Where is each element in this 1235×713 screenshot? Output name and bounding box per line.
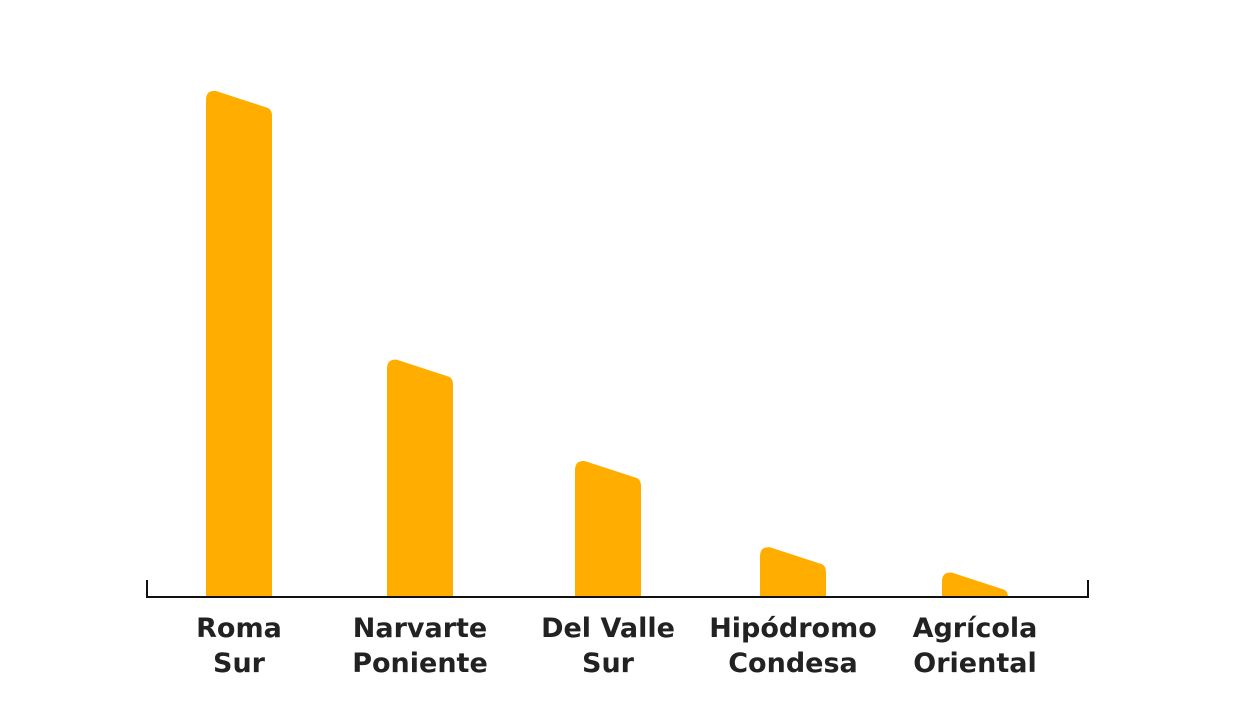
category-label-line: Del Valle	[541, 613, 675, 644]
bar-del-valle-sur	[575, 461, 641, 597]
bar-roma-sur	[206, 90, 272, 597]
category-label-line: Condesa	[728, 648, 858, 679]
category-labels: Roma Sur Narvarte Poniente Del Valle Sur Hipód…	[196, 613, 1037, 679]
x-axis	[146, 580, 1089, 598]
category-label-line: Narvarte	[353, 613, 488, 644]
bar-agrícola-oriental	[942, 572, 1008, 597]
category-label-line: Oriental	[913, 648, 1036, 679]
category-label-line: Roma	[196, 613, 282, 644]
bars-group	[206, 90, 1008, 597]
category-label-line: Agrícola	[913, 613, 1038, 644]
category-label-line: Hipódromo	[709, 613, 877, 644]
bar-narvarte-poniente	[387, 359, 453, 597]
category-label-line: Sur	[582, 648, 635, 679]
category-label-line: Poniente	[352, 648, 488, 679]
category-label-line: Sur	[213, 648, 266, 679]
bar-hipódromo-condesa	[760, 547, 826, 597]
